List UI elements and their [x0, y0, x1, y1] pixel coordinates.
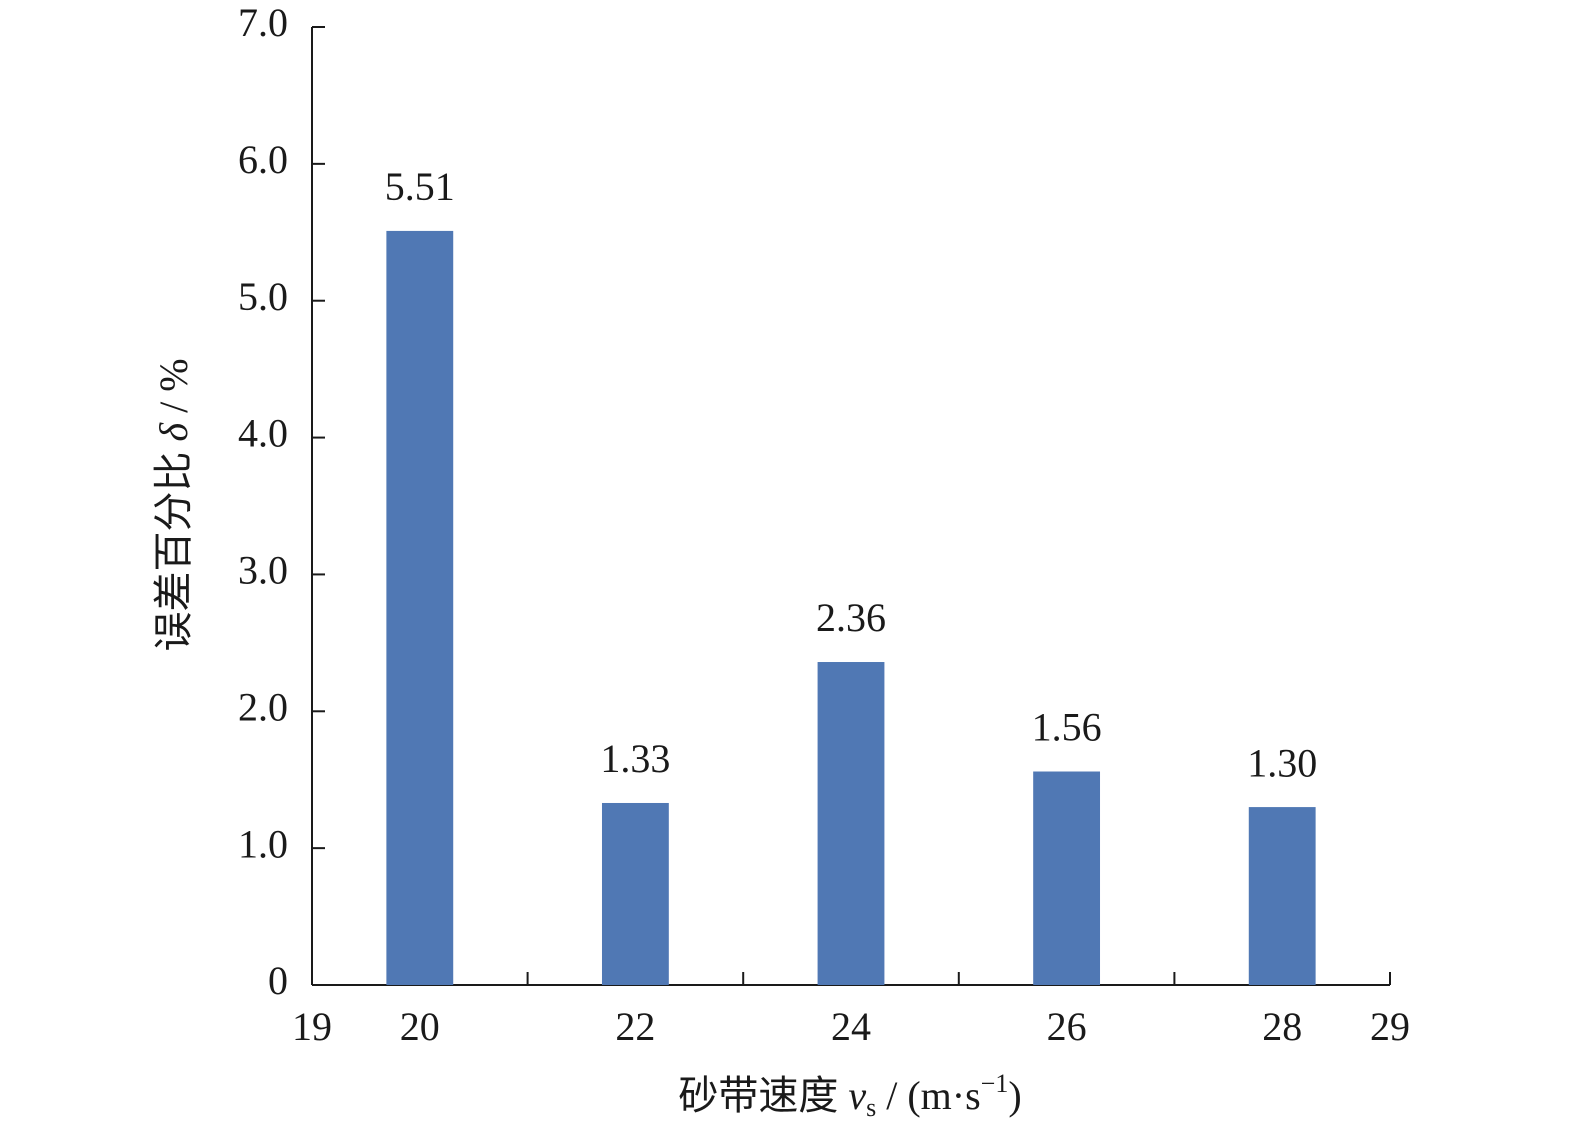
y-tick-label: 0 [268, 958, 288, 1003]
x-title-unit: / (m·s [876, 1073, 980, 1118]
x-tick-label: 22 [615, 1004, 655, 1049]
value-label: 1.56 [1032, 705, 1102, 750]
value-label: 1.33 [600, 736, 670, 781]
y-tick-label: 2.0 [238, 684, 288, 729]
x-tick-label: 26 [1047, 1004, 1087, 1049]
x-tick-label: 24 [831, 1004, 871, 1049]
bar [1033, 771, 1101, 985]
y-tick-label: 6.0 [238, 137, 288, 182]
y-title-var: δ [151, 422, 196, 442]
bar [817, 662, 885, 985]
y-tick-label: 4.0 [238, 411, 288, 456]
value-label: 2.36 [816, 595, 886, 640]
value-label: 5.51 [385, 164, 455, 209]
x-title-sub: s [866, 1093, 876, 1122]
y-tick-label: 5.0 [238, 274, 288, 319]
bar [1248, 807, 1316, 985]
x-tick-label: 20 [400, 1004, 440, 1049]
value-label: 1.30 [1247, 740, 1317, 785]
x-title-var: v [848, 1073, 866, 1118]
x-title-sup: −1 [981, 1069, 1009, 1098]
x-title-text: 砂带速度 [678, 1073, 848, 1118]
x-tick-label: 28 [1262, 1004, 1302, 1049]
x-axis-title: 砂带速度 vs / (m·s−1) [678, 1069, 1021, 1122]
x-tick-label: 19 [292, 1004, 332, 1049]
y-tick-label: 3.0 [238, 548, 288, 593]
y-tick-label: 1.0 [238, 821, 288, 866]
y-tick-label: 7.0 [238, 0, 288, 45]
y-title-unit: / % [151, 358, 196, 422]
y-axis-title: 误差百分比 δ / % [151, 358, 196, 651]
x-tick-label: 29 [1370, 1004, 1410, 1049]
bar [601, 802, 669, 985]
bar [386, 230, 454, 986]
x-title-close: ) [1008, 1073, 1021, 1118]
y-title-text: 误差百分比 [151, 442, 196, 652]
